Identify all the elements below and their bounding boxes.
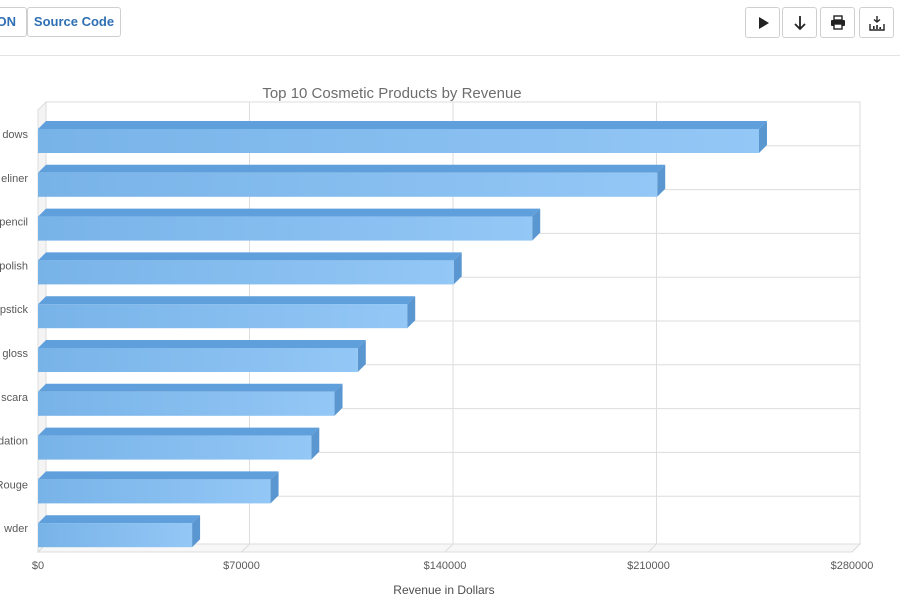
bar-front-face [38, 479, 271, 504]
x-tick-label: $210000 [627, 560, 670, 572]
category-label: pstick [0, 304, 28, 316]
download-button[interactable] [782, 7, 817, 38]
chart-title: Top 10 Cosmetic Products by Revenue [262, 85, 521, 102]
export-button[interactable] [859, 7, 894, 38]
bar-top-face [38, 164, 666, 173]
bar-front-face [38, 435, 312, 460]
value-grid-floor-line [241, 543, 250, 553]
bar-top-face [38, 208, 541, 217]
bar-front-face [38, 172, 658, 197]
bar[interactable] [38, 296, 416, 329]
category-label: scara [1, 392, 29, 404]
bar-front-face [38, 260, 454, 285]
bar-side-face [453, 252, 462, 285]
export-chart-icon [868, 15, 885, 31]
play-button[interactable] [745, 7, 780, 38]
bar-chart: Top 10 Cosmetic Products by Revenue dows… [0, 85, 874, 597]
bar-top-face [38, 252, 462, 261]
bar[interactable] [38, 164, 666, 197]
bar[interactable] [38, 208, 541, 241]
value-grid-floor-line [851, 543, 861, 553]
print-button[interactable] [820, 7, 855, 38]
category-label: pencil [0, 217, 28, 229]
category-label: dation [0, 436, 28, 448]
bar-front-face [38, 391, 335, 416]
category-label: Rouge [0, 479, 28, 491]
x-tick-label: $140000 [424, 560, 467, 572]
bar-side-face [192, 515, 201, 548]
bar-side-face [532, 208, 541, 241]
bar-top-face [38, 121, 767, 129]
bar-side-face [311, 427, 320, 460]
bar-top-face [38, 427, 320, 436]
bar-side-face [357, 340, 366, 372]
category-label: polish [0, 260, 28, 272]
download-arrow-icon [793, 15, 806, 30]
x-axis-title: Revenue in Dollars [393, 583, 494, 597]
bar-top-face [38, 471, 279, 480]
print-icon [830, 15, 845, 30]
x-tick-label: $280000 [831, 560, 874, 572]
bar-top-face [38, 340, 366, 348]
category-labels: dows eliner pencil polish pstick gloss scara da… [0, 129, 29, 535]
bars [38, 121, 767, 548]
category-label: wder [3, 523, 28, 535]
bar-side-face [657, 164, 666, 197]
value-grid-floor-line [444, 543, 454, 553]
category-label: gloss [2, 348, 28, 360]
bar[interactable] [38, 252, 462, 285]
x-tick-label: $0 [32, 560, 44, 572]
toolbar: ON Source Code [0, 0, 900, 56]
bar-side-face [334, 383, 343, 416]
bar-side-face [758, 121, 767, 153]
bar[interactable] [38, 427, 320, 460]
bar-side-face [270, 471, 279, 504]
x-axis-ticks: $0 $70000 $140000 $210000 $280000 [32, 560, 874, 572]
bar-top-face [38, 383, 343, 392]
bar[interactable] [38, 340, 366, 372]
bar[interactable] [38, 383, 343, 416]
bar-front-face [38, 348, 358, 372]
x-tick-label: $70000 [223, 560, 260, 572]
bar[interactable] [38, 121, 767, 153]
bar[interactable] [38, 515, 201, 548]
bar-front-face [38, 129, 759, 153]
bar-top-face [38, 515, 201, 524]
source-code-tab-button[interactable]: Source Code [27, 7, 121, 37]
play-icon [758, 16, 769, 29]
json-tab-button[interactable]: ON [0, 7, 27, 37]
bar-front-face [38, 216, 533, 241]
category-label: dows [2, 129, 28, 141]
bar-front-face [38, 304, 408, 329]
value-grid-floor-line [648, 543, 657, 553]
category-label: eliner [1, 173, 28, 185]
bar-front-face [38, 523, 193, 548]
bar-side-face [407, 296, 416, 329]
bar-top-face [38, 296, 416, 305]
bar[interactable] [38, 471, 279, 504]
